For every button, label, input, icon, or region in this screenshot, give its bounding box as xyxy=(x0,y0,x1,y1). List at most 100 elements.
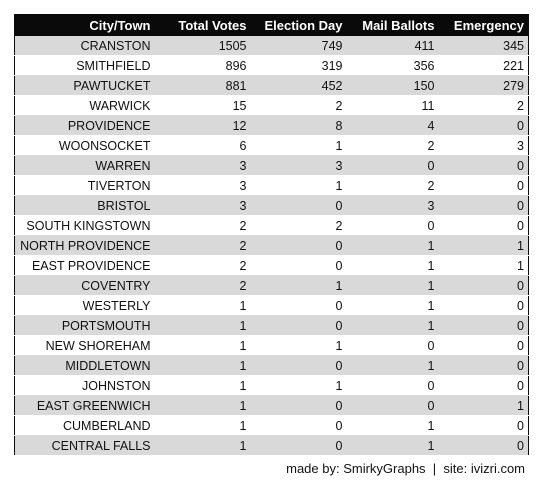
cell-mail-ballots: 1 xyxy=(346,275,439,296)
cell-city-town: EAST GREENWICH xyxy=(14,395,155,416)
table-row: WARWICK 15 2 11 2 xyxy=(14,95,529,116)
table-row: WESTERLY 1 0 1 0 xyxy=(14,295,529,316)
cell-mail-ballots: 0 xyxy=(346,215,439,236)
cell-city-town: SOUTH KINGSTOWN xyxy=(14,215,155,236)
cell-total-votes: 1 xyxy=(154,415,251,436)
cell-city-town: NORTH PROVIDENCE xyxy=(14,235,155,256)
table-row: COVENTRY 2 1 1 0 xyxy=(14,275,529,296)
cell-emergency: 221 xyxy=(438,55,529,76)
cell-mail-ballots: 1 xyxy=(346,255,439,276)
cell-city-town: TIVERTON xyxy=(14,175,155,196)
cell-city-town: CRANSTON xyxy=(14,36,155,56)
column-header-mail-ballots: Mail Ballots xyxy=(346,14,439,36)
cell-election-day: 452 xyxy=(250,75,347,96)
cell-election-day: 0 xyxy=(250,395,347,416)
cell-election-day: 1 xyxy=(250,275,347,296)
cell-mail-ballots: 1 xyxy=(346,435,439,456)
cell-city-town: CENTRAL FALLS xyxy=(14,435,155,456)
cell-mail-ballots: 3 xyxy=(346,195,439,216)
table-row: NEW SHOREHAM 1 1 0 0 xyxy=(14,335,529,356)
cell-election-day: 749 xyxy=(250,36,347,56)
cell-election-day: 8 xyxy=(250,115,347,136)
cell-mail-ballots: 1 xyxy=(346,355,439,376)
table-row: CENTRAL FALLS 1 0 1 0 xyxy=(14,435,529,456)
cell-election-day: 0 xyxy=(250,255,347,276)
cell-emergency: 279 xyxy=(438,75,529,96)
column-header-total-votes: Total Votes xyxy=(154,14,251,36)
cell-total-votes: 6 xyxy=(154,135,251,156)
cell-emergency: 0 xyxy=(438,355,529,376)
cell-emergency: 0 xyxy=(438,315,529,336)
cell-emergency: 0 xyxy=(438,275,529,296)
cell-mail-ballots: 150 xyxy=(346,75,439,96)
cell-city-town: WOONSOCKET xyxy=(14,135,155,156)
cell-city-town: PAWTUCKET xyxy=(14,75,155,96)
cell-election-day: 1 xyxy=(250,375,347,396)
cell-total-votes: 1 xyxy=(154,295,251,316)
cell-city-town: PROVIDENCE xyxy=(14,115,155,136)
cell-mail-ballots: 1 xyxy=(346,295,439,316)
cell-total-votes: 12 xyxy=(154,115,251,136)
cell-mail-ballots: 0 xyxy=(346,395,439,416)
cell-emergency: 0 xyxy=(438,335,529,356)
cell-emergency: 0 xyxy=(438,195,529,216)
cell-city-town: PORTSMOUTH xyxy=(14,315,155,336)
table-row: EAST GREENWICH 1 0 0 1 xyxy=(14,395,529,416)
table-row: WARREN 3 3 0 0 xyxy=(14,155,529,176)
cell-total-votes: 1505 xyxy=(154,36,251,56)
cell-city-town: COVENTRY xyxy=(14,275,155,296)
cell-city-town: WARREN xyxy=(14,155,155,176)
cell-city-town: SMITHFIELD xyxy=(14,55,155,76)
cell-city-town: WESTERLY xyxy=(14,295,155,316)
cell-mail-ballots: 1 xyxy=(346,415,439,436)
cell-emergency: 0 xyxy=(438,115,529,136)
table-row: SMITHFIELD 896 319 356 221 xyxy=(14,55,529,76)
table-row: SOUTH KINGSTOWN 2 2 0 0 xyxy=(14,215,529,236)
cell-total-votes: 15 xyxy=(154,95,251,116)
table-body: CRANSTON 1505 749 411 345 SMITHFIELD 896 319 356… xyxy=(14,36,529,456)
cell-emergency: 0 xyxy=(438,175,529,196)
cell-city-town: JOHNSTON xyxy=(14,375,155,396)
cell-total-votes: 1 xyxy=(154,315,251,336)
cell-emergency: 2 xyxy=(438,95,529,116)
cell-election-day: 1 xyxy=(250,175,347,196)
cell-mail-ballots: 2 xyxy=(346,135,439,156)
cell-total-votes: 881 xyxy=(154,75,251,96)
cell-mail-ballots: 356 xyxy=(346,55,439,76)
table-row: NORTH PROVIDENCE 2 0 1 1 xyxy=(14,235,529,256)
cell-emergency: 1 xyxy=(438,395,529,416)
cell-mail-ballots: 411 xyxy=(346,36,439,56)
cell-mail-ballots: 1 xyxy=(346,235,439,256)
cell-election-day: 0 xyxy=(250,235,347,256)
cell-total-votes: 1 xyxy=(154,395,251,416)
cell-total-votes: 2 xyxy=(154,275,251,296)
table-row: TIVERTON 3 1 2 0 xyxy=(14,175,529,196)
cell-mail-ballots: 0 xyxy=(346,335,439,356)
cell-mail-ballots: 11 xyxy=(346,95,439,116)
cell-emergency: 1 xyxy=(438,235,529,256)
cell-total-votes: 896 xyxy=(154,55,251,76)
cell-election-day: 3 xyxy=(250,155,347,176)
cell-election-day: 0 xyxy=(250,295,347,316)
column-header-election-day: Election Day xyxy=(250,14,347,36)
cell-emergency: 0 xyxy=(438,435,529,456)
cell-election-day: 2 xyxy=(250,215,347,236)
cell-total-votes: 1 xyxy=(154,435,251,456)
cell-emergency: 0 xyxy=(438,295,529,316)
column-header-emergency: Emergency xyxy=(438,14,529,36)
cell-total-votes: 3 xyxy=(154,195,251,216)
cell-emergency: 3 xyxy=(438,135,529,156)
cell-election-day: 1 xyxy=(250,335,347,356)
table-row: CUMBERLAND 1 0 1 0 xyxy=(14,415,529,436)
cell-emergency: 1 xyxy=(438,255,529,276)
table-row: PAWTUCKET 881 452 150 279 xyxy=(14,75,529,96)
table-header-row: City/Town Total Votes Election Day Mail … xyxy=(14,14,529,36)
cell-election-day: 1 xyxy=(250,135,347,156)
cell-city-town: NEW SHOREHAM xyxy=(14,335,155,356)
cell-city-town: WARWICK xyxy=(14,95,155,116)
cell-emergency: 345 xyxy=(438,36,529,56)
cell-total-votes: 2 xyxy=(154,255,251,276)
credit-footer: made by: SmirkyGraphs | site: ivizri.com xyxy=(286,461,525,476)
cell-election-day: 0 xyxy=(250,315,347,336)
cell-emergency: 0 xyxy=(438,215,529,236)
